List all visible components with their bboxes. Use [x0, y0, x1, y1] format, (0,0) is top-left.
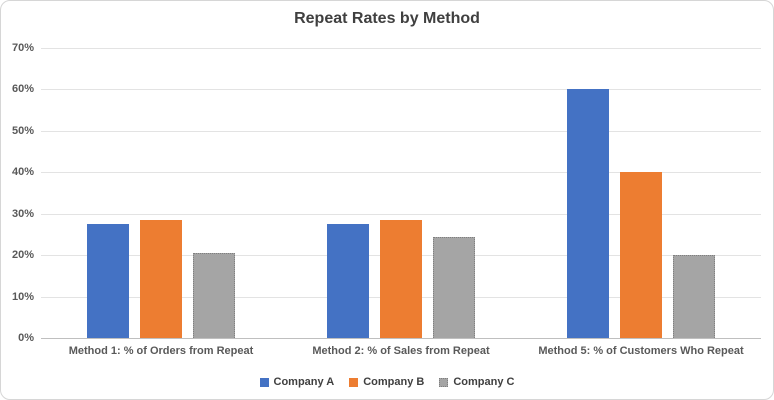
legend-swatch-company-c: [439, 377, 449, 387]
bar-company-b-group-2: [380, 219, 422, 338]
x-axis-label-2: Method 2: % of Sales from Repeat: [312, 345, 490, 357]
x-axis-labels: Method 1: % of Orders from Repeat Method …: [41, 345, 761, 357]
y-tick-label-0: 0%: [18, 332, 34, 344]
legend-swatch-company-b: [349, 377, 359, 387]
bars-layer: [41, 48, 761, 338]
bar-group-1: [41, 48, 281, 338]
bar-company-c-group-2: [433, 236, 475, 338]
legend-label-company-a: Company A: [273, 376, 335, 388]
x-axis-label-1: Method 1: % of Orders from Repeat: [68, 345, 254, 357]
legend-swatch-company-a: [259, 377, 269, 387]
bar-company-a-group-2: [327, 224, 369, 338]
gridline-50: [41, 130, 761, 132]
y-tick-label-40: 40%: [11, 166, 34, 179]
y-tick-label-70: 70%: [11, 42, 34, 54]
bar-group-3: [521, 48, 761, 338]
gridline-60: [41, 89, 761, 91]
bar-company-c-group-3: [673, 255, 715, 338]
y-tick-label-10: 10%: [11, 290, 34, 303]
gridline-40: [41, 172, 761, 174]
x-axis-label-3: Method 5: % of Customers Who Repeat: [538, 345, 744, 357]
legend-item-company-b: Company B: [349, 376, 424, 388]
bar-company-a-group-1: [87, 224, 129, 338]
legend-label-company-c: Company C: [453, 376, 515, 388]
legend-label-company-b: Company B: [363, 376, 425, 388]
y-tick-label-30: 30%: [11, 207, 34, 220]
x-axis-line: [41, 338, 761, 339]
gridline-30: [41, 213, 761, 215]
bar-company-b-group-3: [620, 172, 662, 338]
chart-title: Repeat Rates by Method: [294, 10, 480, 27]
bar-company-c-group-1: [193, 253, 235, 338]
y-tick-label-50: 50%: [11, 124, 34, 137]
plot-area: Method 1: % of Orders from Repeat Method …: [12, 42, 761, 357]
bar-company-b-group-1: [140, 219, 182, 338]
bar-group-2: [281, 48, 521, 338]
bar-company-a-group-3: [567, 89, 609, 338]
legend-item-company-c: Company C: [439, 376, 514, 388]
legend: Company A Company B Company C: [1, 376, 773, 388]
y-tick-label-20: 20%: [11, 249, 34, 262]
legend-item-company-a: Company A: [259, 376, 335, 388]
gridline-70: [41, 48, 761, 49]
y-tick-label-60: 60%: [11, 83, 34, 96]
